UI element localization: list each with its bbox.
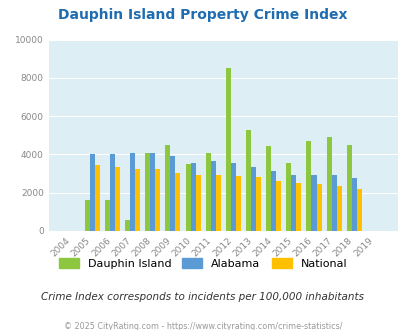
Bar [210,161,215,231]
Bar [291,175,296,231]
Bar [110,154,115,231]
Bar [286,163,291,231]
Bar [175,173,180,231]
Bar [336,186,341,231]
Bar [205,153,210,231]
Text: © 2025 CityRating.com - https://www.cityrating.com/crime-statistics/: © 2025 CityRating.com - https://www.city… [64,322,341,330]
Bar [245,130,250,231]
Bar [265,146,271,231]
Bar [316,184,321,231]
Bar [145,152,150,231]
Bar [90,154,95,231]
Bar [115,167,120,231]
Bar [225,68,230,231]
Bar [215,176,220,231]
Bar [185,164,190,231]
Bar [351,178,356,231]
Bar [356,189,361,231]
Bar [230,163,235,231]
Bar [306,141,311,231]
Bar [271,171,275,231]
Text: Crime Index corresponds to incidents per 100,000 inhabitants: Crime Index corresponds to incidents per… [41,292,364,302]
Bar [195,175,200,231]
Bar [190,163,195,231]
Bar [150,153,155,231]
Bar [165,145,170,231]
Bar [130,153,135,231]
Bar [235,177,240,231]
Bar [331,175,336,231]
Legend: Dauphin Island, Alabama, National: Dauphin Island, Alabama, National [59,258,346,269]
Text: Dauphin Island Property Crime Index: Dauphin Island Property Crime Index [58,8,347,22]
Bar [326,137,331,231]
Bar [170,156,175,231]
Bar [95,165,100,231]
Bar [155,169,160,231]
Bar [346,145,351,231]
Bar [104,200,110,231]
Bar [296,183,301,231]
Bar [250,167,256,231]
Bar [275,181,281,231]
Bar [125,219,130,231]
Bar [311,175,316,231]
Bar [85,200,90,231]
Bar [135,169,140,231]
Bar [256,178,260,231]
